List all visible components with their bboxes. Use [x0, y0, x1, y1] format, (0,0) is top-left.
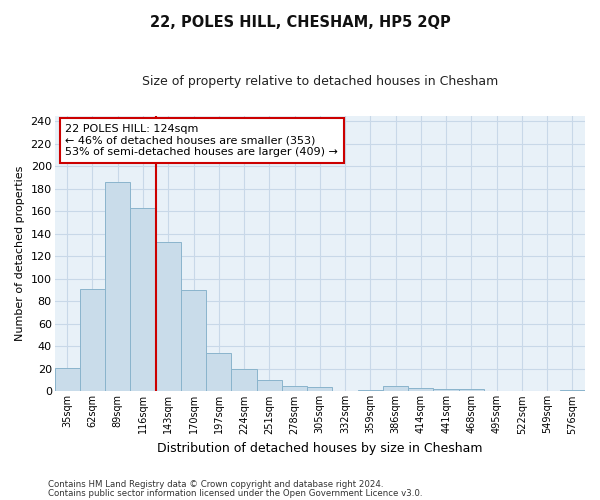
- Bar: [181, 290, 206, 392]
- Bar: [105, 182, 130, 392]
- Bar: [358, 390, 383, 392]
- Bar: [459, 389, 484, 392]
- Bar: [80, 289, 105, 392]
- Bar: [282, 386, 307, 392]
- Bar: [206, 353, 232, 392]
- Bar: [408, 388, 433, 392]
- Text: 22, POLES HILL, CHESHAM, HP5 2QP: 22, POLES HILL, CHESHAM, HP5 2QP: [149, 15, 451, 30]
- Text: 22 POLES HILL: 124sqm
← 46% of detached houses are smaller (353)
53% of semi-det: 22 POLES HILL: 124sqm ← 46% of detached …: [65, 124, 338, 157]
- Bar: [307, 387, 332, 392]
- Text: Contains HM Land Registry data © Crown copyright and database right 2024.: Contains HM Land Registry data © Crown c…: [48, 480, 383, 489]
- Title: Size of property relative to detached houses in Chesham: Size of property relative to detached ho…: [142, 75, 498, 88]
- Bar: [232, 369, 257, 392]
- Bar: [383, 386, 408, 392]
- Bar: [130, 208, 155, 392]
- Bar: [433, 389, 459, 392]
- Bar: [155, 242, 181, 392]
- X-axis label: Distribution of detached houses by size in Chesham: Distribution of detached houses by size …: [157, 442, 482, 455]
- Text: Contains public sector information licensed under the Open Government Licence v3: Contains public sector information licen…: [48, 488, 422, 498]
- Bar: [257, 380, 282, 392]
- Bar: [55, 368, 80, 392]
- Y-axis label: Number of detached properties: Number of detached properties: [15, 166, 25, 341]
- Bar: [560, 390, 585, 392]
